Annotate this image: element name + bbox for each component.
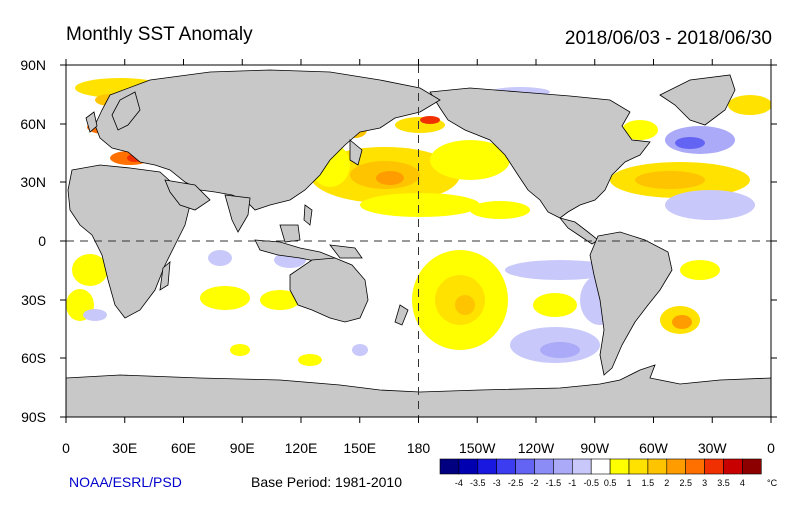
lon-label: 90E — [230, 440, 255, 456]
colorbar-swatch — [590, 458, 611, 475]
north-america — [429, 87, 651, 219]
lat-label: 90S — [21, 409, 46, 425]
colorbar-swatch — [647, 458, 668, 475]
colorbar-label: -2.5 — [508, 478, 524, 488]
lon-label: 0 — [62, 440, 70, 456]
lat-axis — [60, 64, 777, 418]
central-america — [558, 217, 599, 245]
colorbar-label: -4 — [455, 478, 463, 488]
colorbar-label: 1.5 — [642, 478, 655, 488]
lon-label: 30E — [112, 440, 137, 456]
colorbar-label: 1 — [626, 478, 631, 488]
south-america — [589, 231, 673, 376]
colorbar-label: -2 — [530, 478, 538, 488]
lon-label: 30W — [698, 440, 728, 456]
borneo — [279, 224, 301, 243]
colorbar-label: 3.5 — [717, 478, 730, 488]
new-guinea — [329, 244, 363, 259]
australia — [289, 257, 369, 323]
colorbar-swatch — [458, 458, 479, 475]
greenland — [659, 74, 736, 126]
colorbar-label: 3 — [702, 478, 707, 488]
anomaly-patches — [66, 78, 771, 385]
lon-label: 150W — [459, 440, 496, 456]
scandinavia — [111, 91, 141, 131]
colorbar-swatch — [477, 458, 497, 475]
lat-label: 0 — [38, 233, 46, 249]
colorbar-label: -1.5 — [546, 478, 562, 488]
colorbar-swatch — [742, 458, 762, 475]
map-title: Monthly SST Anomaly — [66, 24, 253, 45]
base-period: Base Period: 1981-2010 — [251, 474, 402, 490]
lat-label: 30S — [21, 292, 46, 308]
colorbar-swatch — [534, 458, 554, 475]
lon-label: 120E — [285, 440, 318, 456]
lat-label: 60S — [21, 350, 46, 366]
madagascar — [159, 261, 171, 291]
lon-label: 120W — [518, 440, 555, 456]
philippines — [303, 204, 313, 226]
lon-label: 180 — [407, 440, 431, 456]
colorbar-swatch — [685, 458, 705, 475]
colorbar-label: 2.5 — [679, 478, 692, 488]
lon-label: 60W — [639, 440, 669, 456]
colorbar-unit: °C — [767, 478, 778, 488]
india — [224, 194, 251, 233]
colorbar-label: 2 — [664, 478, 669, 488]
colorbar-label: 0.5 — [604, 478, 617, 488]
colorbar-label: -0.5 — [583, 478, 599, 488]
japan — [349, 139, 363, 166]
colorbar-swatch — [666, 458, 686, 475]
arabian-peninsula — [164, 179, 211, 211]
british-isles — [85, 111, 98, 133]
colorbar-swatch — [496, 458, 516, 475]
colorbar-label: -1 — [568, 478, 576, 488]
lon-axis — [65, 59, 772, 423]
colorbar-swatch — [571, 458, 592, 475]
colorbar-label: -3.5 — [470, 478, 486, 488]
colorbar-swatch — [515, 458, 535, 475]
colorbar-swatch — [439, 458, 460, 475]
lon-label: 60E — [171, 440, 196, 456]
lat-label: 90N — [20, 57, 46, 73]
colorbar-swatch — [553, 458, 573, 475]
colorbar-swatch — [609, 458, 630, 475]
colorbar-swatch — [704, 458, 724, 475]
lat-label: 60N — [20, 116, 46, 132]
lon-label: 150E — [343, 440, 376, 456]
lon-label: 90W — [580, 440, 610, 456]
source-credit: NOAA/ESRL/PSD — [69, 474, 182, 490]
lon-label: 0 — [767, 440, 775, 456]
antarctica — [66, 364, 771, 417]
colorbar-label: 4 — [740, 478, 745, 488]
colorbar-swatch — [723, 458, 743, 475]
colorbar-swatch — [628, 458, 649, 475]
lat-label: 30N — [20, 174, 46, 190]
colorbar-label: -3 — [493, 478, 501, 488]
land-masses — [66, 69, 771, 417]
eurasia — [94, 69, 441, 211]
new-zealand — [394, 304, 409, 326]
date-range: 2018/06/03 - 2018/06/30 — [564, 28, 772, 49]
